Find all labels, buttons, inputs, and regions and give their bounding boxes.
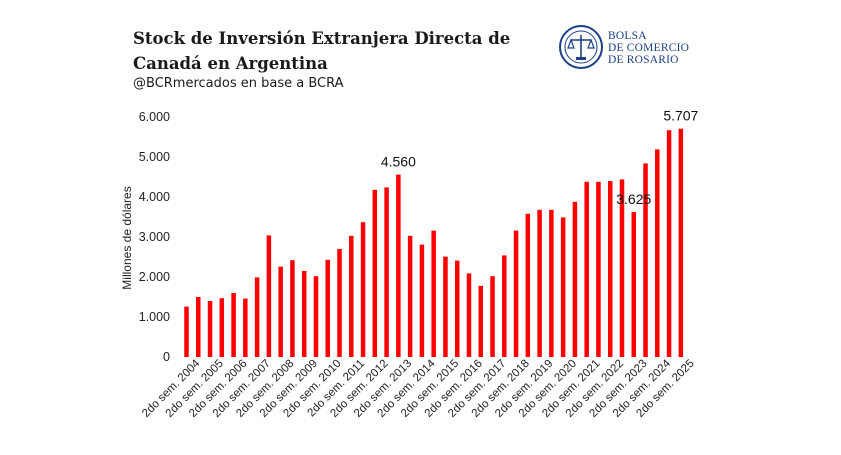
y-tick-label: 6.000	[139, 110, 170, 124]
bar	[313, 276, 319, 357]
bar	[490, 276, 495, 357]
data-label: 4.560	[381, 154, 416, 170]
seal-icon	[559, 25, 603, 69]
y-tick-label: 2.000	[139, 270, 170, 284]
bar	[407, 235, 413, 357]
bar	[419, 244, 425, 357]
y-tick-label: 0	[163, 350, 170, 364]
bar-series	[184, 128, 684, 357]
bar	[231, 293, 236, 357]
bar	[560, 217, 566, 357]
chart-title: Stock de Inversión Extranjera Directa de…	[133, 29, 511, 73]
logo-line-1: BOLSA	[608, 30, 647, 42]
bar	[443, 256, 448, 357]
bar	[596, 181, 601, 357]
bar	[184, 306, 189, 357]
bcr-logo: BOLSA DE COMERCIO DE ROSARIO	[558, 24, 708, 72]
bar	[513, 230, 519, 357]
chart-subtitle: @BCRmercados en base a BCRA	[133, 76, 344, 91]
bar	[655, 149, 660, 357]
bar	[631, 212, 637, 357]
bar	[466, 273, 472, 357]
bar	[454, 260, 460, 357]
bar	[349, 235, 354, 357]
bar	[360, 222, 366, 357]
bar	[207, 301, 213, 357]
logo-text: BOLSA DE COMERCIO DE ROSARIO	[608, 30, 689, 66]
bar	[254, 277, 260, 357]
y-tick-label: 3.000	[139, 230, 170, 244]
y-axis: 0 1.000 2.000 3.000 4.000 5.000 6.000	[139, 110, 170, 364]
bar	[549, 209, 554, 357]
bar	[219, 298, 225, 357]
bar	[196, 297, 201, 357]
bar	[607, 181, 613, 357]
data-labels: 4.560 3.625 5.707	[381, 108, 699, 207]
bar	[337, 249, 342, 357]
bar	[619, 179, 625, 357]
y-tick-label: 5.000	[139, 150, 170, 164]
y-tick-label: 1.000	[139, 310, 170, 324]
y-tick-label: 4.000	[139, 190, 170, 204]
bar	[572, 201, 578, 357]
bar	[478, 285, 483, 357]
logo-line-3: DE ROSARIO	[608, 54, 679, 66]
bar	[290, 260, 295, 357]
bar	[372, 189, 378, 357]
bar	[266, 235, 272, 357]
bar	[396, 174, 401, 357]
bar	[384, 187, 389, 357]
data-label: 3.625	[616, 191, 651, 207]
bar	[525, 213, 531, 357]
bar	[325, 259, 330, 357]
bar	[678, 128, 684, 357]
bar	[431, 230, 436, 357]
bar	[243, 298, 248, 357]
bar	[537, 209, 542, 357]
data-label: 5.707	[663, 108, 698, 124]
bar	[643, 163, 648, 357]
bar	[666, 130, 672, 357]
bar	[278, 266, 283, 357]
y-axis-label: Millones de dólares	[120, 186, 134, 289]
logo-line-2: DE COMERCIO	[608, 42, 690, 54]
bar	[502, 255, 507, 357]
bar	[584, 181, 589, 357]
bar	[301, 271, 307, 357]
